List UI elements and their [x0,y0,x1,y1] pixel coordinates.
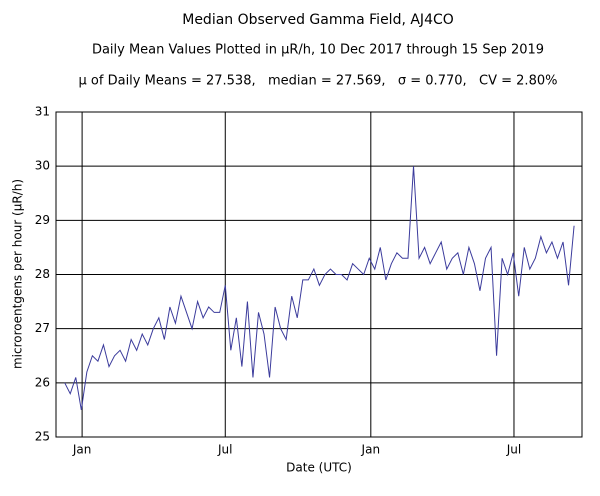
y-tick-label: 29 [35,213,50,227]
y-tick-label: 27 [35,321,50,335]
y-tick-label: 25 [35,430,50,444]
data-line [64,166,575,411]
x-tick-label: Jul [506,443,521,457]
x-tick-label: Jul [217,443,232,457]
y-tick-label: 31 [35,105,50,119]
plot-frame [55,111,583,438]
chart-title: Median Observed Gamma Field, AJ4CO [182,12,454,28]
y-tick-label: 28 [35,267,50,281]
y-tick-label: 26 [35,375,50,389]
x-axis-label: Date (UTC) [286,461,352,475]
chart-subtitle: Daily Mean Values Plotted in μR/h, 10 De… [92,43,544,58]
x-tick-label: Jan [72,443,92,457]
y-tick-label: 30 [35,159,50,173]
chart-stats: μ of Daily Means = 27.538, median = 27.5… [79,74,558,89]
y-axis-label: microroentgens per hour (μR/h) [11,179,25,369]
x-tick-label: Jan [361,443,381,457]
